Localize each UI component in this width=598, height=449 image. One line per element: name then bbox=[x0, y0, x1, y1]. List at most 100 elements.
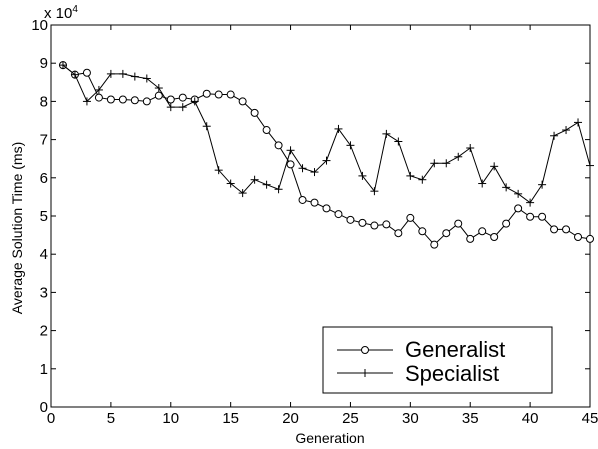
data-point-specialist bbox=[286, 146, 295, 155]
data-point-specialist bbox=[322, 156, 331, 165]
data-point-generalist bbox=[106, 95, 115, 104]
data-point-generalist bbox=[166, 95, 175, 104]
data-point-generalist bbox=[142, 97, 151, 106]
y-tick-label: 4 bbox=[40, 246, 48, 263]
legend-sample-specialist bbox=[337, 369, 393, 377]
data-point-generalist bbox=[262, 126, 271, 135]
data-point-specialist bbox=[238, 189, 247, 198]
data-point-generalist bbox=[526, 212, 535, 221]
y-axis-label: Average Solution Time (ms) bbox=[9, 142, 25, 314]
data-point-generalist bbox=[586, 234, 594, 243]
x-tick-label: 15 bbox=[222, 410, 239, 427]
data-point-specialist bbox=[574, 118, 583, 127]
data-point-specialist bbox=[202, 122, 211, 131]
legend-marker bbox=[361, 369, 369, 377]
data-point-specialist bbox=[214, 166, 223, 175]
data-point-generalist bbox=[358, 218, 367, 227]
data-point-generalist bbox=[382, 220, 391, 229]
x-tick-label: 25 bbox=[342, 410, 359, 427]
data-point-generalist bbox=[478, 227, 487, 236]
data-point-generalist bbox=[538, 212, 547, 221]
data-point-generalist bbox=[250, 108, 259, 117]
data-point-specialist bbox=[190, 97, 199, 106]
x-tick-label: 10 bbox=[162, 410, 179, 427]
data-point-specialist bbox=[562, 126, 571, 135]
data-point-generalist bbox=[574, 233, 583, 242]
data-point-generalist bbox=[226, 90, 235, 99]
data-point-generalist bbox=[466, 234, 475, 243]
data-point-specialist bbox=[406, 171, 415, 180]
x-axis-label: Generation bbox=[295, 430, 364, 446]
data-point-specialist bbox=[466, 144, 475, 153]
data-point-specialist bbox=[382, 129, 391, 138]
legend-label-generalist: Generalist bbox=[405, 337, 505, 362]
data-point-specialist bbox=[226, 179, 235, 188]
data-point-specialist bbox=[454, 152, 463, 161]
data-point-specialist bbox=[430, 159, 439, 168]
y-tick-label: 2 bbox=[40, 323, 48, 340]
x-tick-label: 40 bbox=[522, 410, 539, 427]
y-tick-label: 10 bbox=[31, 17, 48, 34]
plot-series bbox=[58, 61, 594, 249]
series-specialist bbox=[58, 61, 594, 207]
data-point-specialist bbox=[550, 131, 559, 140]
data-point-specialist bbox=[142, 74, 151, 83]
data-point-generalist bbox=[406, 213, 415, 222]
data-point-specialist bbox=[526, 198, 535, 207]
data-point-specialist bbox=[358, 171, 367, 180]
data-point-specialist bbox=[490, 162, 499, 171]
y-axis-ticks: 0 1 2 3 4 5 6 7 8 9 10 bbox=[31, 17, 590, 416]
data-point-generalist bbox=[130, 96, 139, 105]
data-point-specialist bbox=[82, 97, 91, 106]
data-point-specialist bbox=[118, 69, 127, 78]
data-point-specialist bbox=[514, 189, 523, 198]
y-multiplier-base: x 10 bbox=[44, 5, 72, 22]
data-point-specialist bbox=[394, 137, 403, 146]
data-point-generalist bbox=[94, 93, 103, 102]
data-point-specialist bbox=[478, 179, 487, 188]
data-point-generalist bbox=[154, 91, 163, 100]
data-point-generalist bbox=[274, 141, 283, 150]
data-point-specialist bbox=[418, 175, 427, 184]
data-point-specialist bbox=[262, 180, 271, 189]
data-point-specialist bbox=[106, 69, 115, 78]
legend-box bbox=[322, 326, 553, 394]
data-point-specialist bbox=[250, 175, 259, 184]
data-point-generalist bbox=[298, 195, 307, 204]
series-line-specialist bbox=[62, 64, 591, 204]
legend-label-specialist: Specialist bbox=[405, 361, 499, 386]
data-point-generalist bbox=[82, 68, 91, 77]
data-point-generalist bbox=[454, 219, 463, 228]
x-axis-ticks: 0 5 10 15 20 25 30 35 40 45 bbox=[47, 25, 598, 427]
data-point-specialist bbox=[346, 141, 355, 150]
y-tick-label: 1 bbox=[40, 361, 48, 378]
data-point-specialist bbox=[58, 61, 67, 70]
legend-marker bbox=[361, 346, 369, 354]
y-multiplier-exponent: 4 bbox=[72, 4, 78, 15]
x-tick-label: 20 bbox=[282, 410, 299, 427]
data-point-generalist bbox=[550, 225, 559, 234]
data-point-generalist bbox=[202, 89, 211, 98]
y-tick-label: 3 bbox=[40, 284, 48, 301]
data-point-specialist bbox=[154, 84, 163, 93]
y-multiplier-label: x 104 bbox=[44, 4, 78, 22]
data-point-specialist bbox=[538, 180, 547, 189]
series-line-generalist bbox=[62, 64, 591, 246]
data-point-generalist bbox=[370, 221, 379, 230]
data-point-generalist bbox=[322, 204, 331, 213]
data-point-specialist bbox=[298, 164, 307, 173]
y-tick-label: 7 bbox=[40, 132, 48, 149]
data-point-specialist bbox=[70, 70, 79, 79]
data-point-generalist bbox=[418, 227, 427, 236]
data-point-generalist bbox=[118, 95, 127, 104]
data-point-generalist bbox=[562, 225, 571, 234]
data-point-generalist bbox=[430, 240, 439, 249]
y-tick-label: 6 bbox=[40, 170, 48, 187]
y-tick-label: 9 bbox=[40, 55, 48, 72]
data-point-generalist bbox=[394, 229, 403, 238]
y-tick-label: 8 bbox=[40, 93, 48, 110]
data-point-generalist bbox=[334, 210, 343, 219]
data-point-generalist bbox=[490, 233, 499, 242]
data-point-generalist bbox=[178, 93, 187, 102]
